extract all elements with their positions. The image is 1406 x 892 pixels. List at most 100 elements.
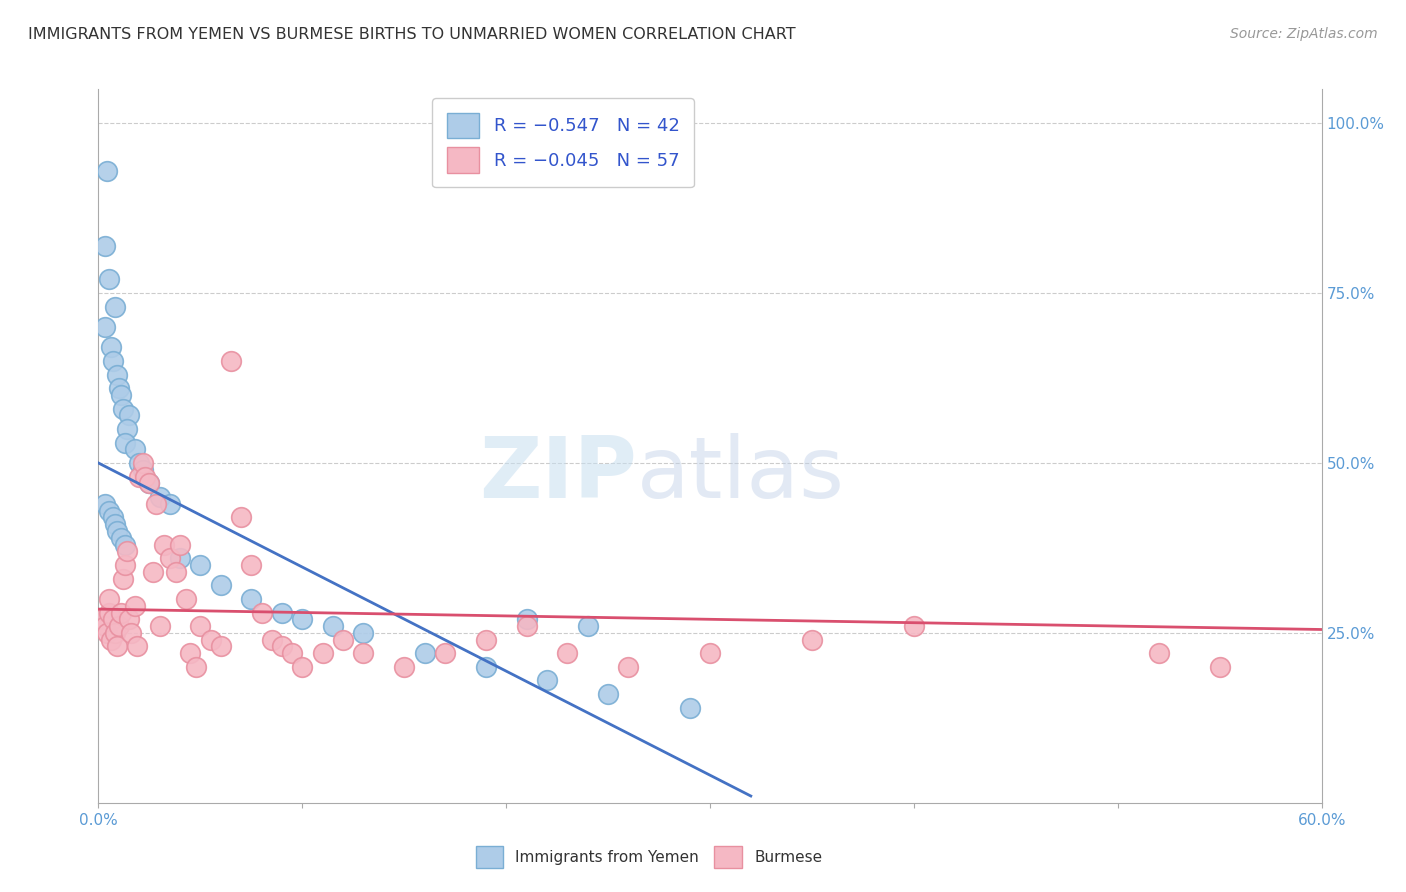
Point	[152, 537, 174, 551]
Point	[142, 565, 165, 579]
Point	[108, 381, 131, 395]
Point	[115, 544, 138, 558]
Point	[291, 612, 314, 626]
Point	[270, 606, 294, 620]
Point	[138, 476, 160, 491]
Point	[118, 612, 141, 626]
Point	[903, 619, 925, 633]
Point	[124, 442, 146, 457]
Point	[169, 537, 191, 551]
Point	[104, 626, 127, 640]
Point	[124, 599, 146, 613]
Legend: Immigrants from Yemen, Burmese: Immigrants from Yemen, Burmese	[470, 839, 828, 873]
Point	[240, 558, 263, 572]
Point	[118, 409, 141, 423]
Text: Source: ZipAtlas.com: Source: ZipAtlas.com	[1230, 27, 1378, 41]
Point	[104, 517, 127, 532]
Point	[111, 572, 134, 586]
Point	[114, 435, 136, 450]
Point	[101, 354, 124, 368]
Point	[174, 591, 197, 606]
Point	[1147, 646, 1170, 660]
Text: IMMIGRANTS FROM YEMEN VS BURMESE BIRTHS TO UNMARRIED WOMEN CORRELATION CHART: IMMIGRANTS FROM YEMEN VS BURMESE BIRTHS …	[28, 27, 796, 42]
Point	[312, 646, 335, 660]
Point	[250, 606, 273, 620]
Point	[557, 646, 579, 660]
Point	[209, 640, 232, 654]
Point	[165, 565, 187, 579]
Point	[617, 660, 640, 674]
Point	[108, 619, 131, 633]
Point	[97, 606, 120, 620]
Point	[322, 619, 344, 633]
Point	[186, 660, 208, 674]
Point	[231, 510, 253, 524]
Point	[127, 640, 149, 654]
Point	[801, 632, 824, 647]
Point	[93, 320, 115, 334]
Point	[149, 490, 172, 504]
Point	[699, 646, 721, 660]
Point	[101, 612, 124, 626]
Point	[179, 646, 201, 660]
Point	[352, 646, 374, 660]
Point	[110, 531, 132, 545]
Point	[100, 632, 122, 647]
Point	[110, 606, 132, 620]
Point	[413, 646, 436, 660]
Point	[101, 510, 124, 524]
Point	[93, 619, 115, 633]
Point	[281, 646, 304, 660]
Point	[91, 612, 114, 626]
Point	[332, 632, 354, 647]
Point	[474, 660, 498, 674]
Point	[93, 497, 115, 511]
Y-axis label: Births to Unmarried Women: Births to Unmarried Women	[0, 344, 7, 548]
Point	[132, 463, 155, 477]
Point	[110, 388, 132, 402]
Point	[114, 537, 136, 551]
Point	[105, 640, 128, 654]
Point	[260, 632, 283, 647]
Point	[159, 497, 181, 511]
Point	[149, 619, 172, 633]
Point	[145, 497, 167, 511]
Text: ZIP: ZIP	[479, 433, 637, 516]
Point	[134, 469, 156, 483]
Point	[240, 591, 263, 606]
Point	[576, 619, 599, 633]
Point	[128, 456, 150, 470]
Point	[516, 619, 538, 633]
Point	[598, 687, 620, 701]
Point	[100, 341, 122, 355]
Point	[352, 626, 374, 640]
Point	[1209, 660, 1232, 674]
Point	[105, 368, 128, 382]
Point	[138, 476, 160, 491]
Point	[474, 632, 498, 647]
Point	[93, 238, 115, 252]
Point	[270, 640, 294, 654]
Point	[105, 524, 128, 538]
Point	[120, 626, 142, 640]
Point	[434, 646, 457, 660]
Point	[392, 660, 416, 674]
Point	[132, 456, 155, 470]
Point	[679, 700, 702, 714]
Point	[115, 422, 138, 436]
Point	[516, 612, 538, 626]
Point	[188, 558, 212, 572]
Point	[96, 626, 118, 640]
Point	[169, 551, 191, 566]
Point	[536, 673, 558, 688]
Point	[96, 163, 118, 178]
Point	[159, 551, 181, 566]
Point	[97, 272, 120, 286]
Point	[104, 300, 127, 314]
Point	[209, 578, 232, 592]
Point	[114, 558, 136, 572]
Point	[188, 619, 212, 633]
Point	[128, 469, 150, 483]
Point	[97, 503, 120, 517]
Point	[219, 354, 242, 368]
